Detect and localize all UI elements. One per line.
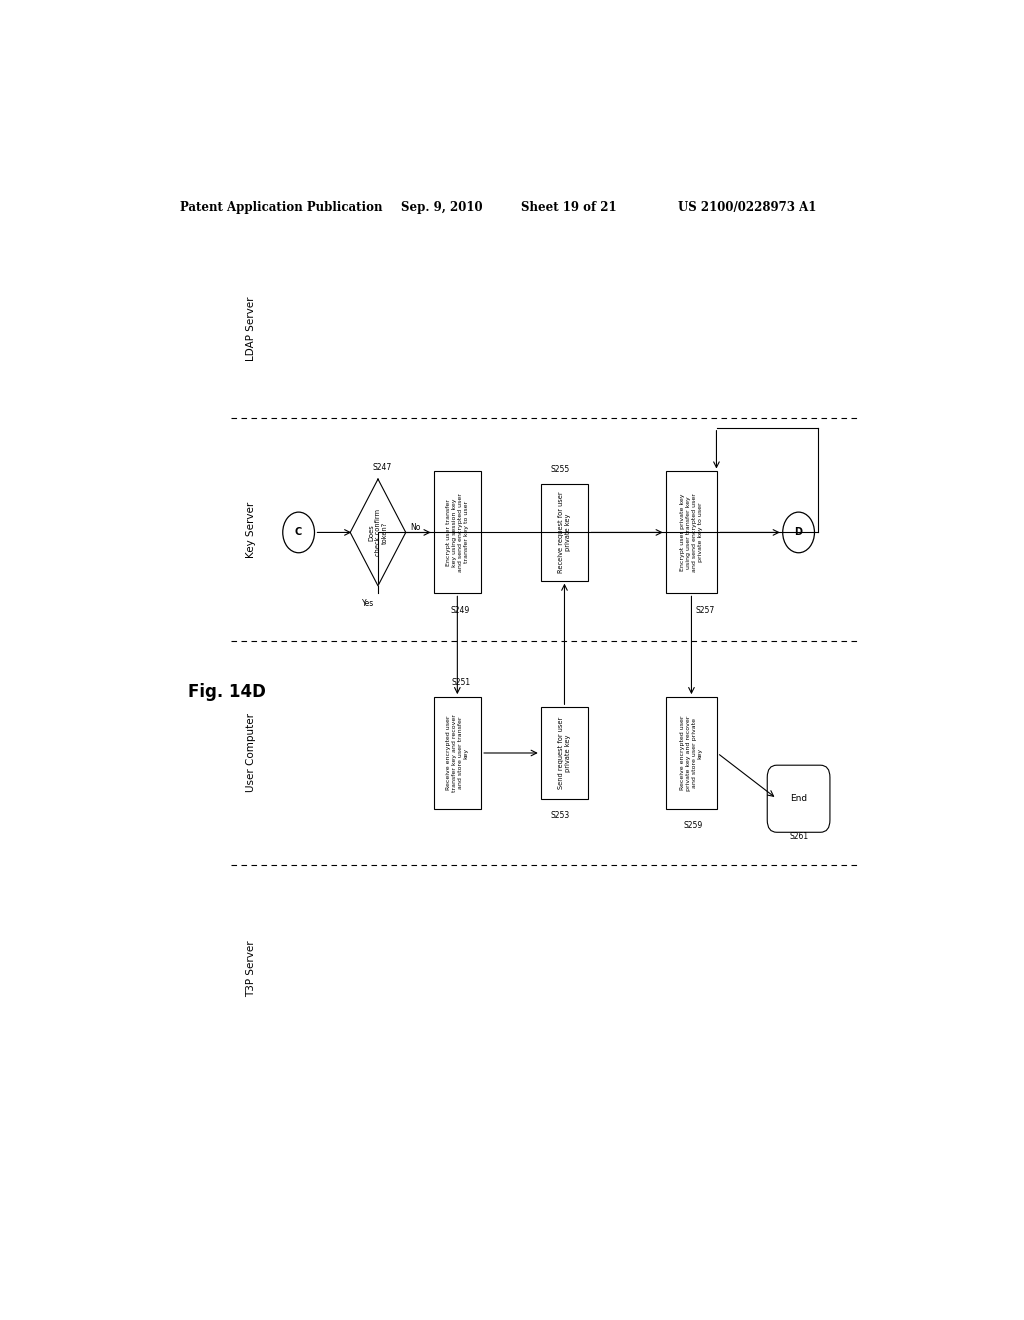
FancyBboxPatch shape [767,766,829,833]
Circle shape [782,512,814,553]
FancyBboxPatch shape [541,708,588,799]
Circle shape [283,512,314,553]
Text: No: No [411,523,421,532]
Text: S255: S255 [551,465,570,474]
Text: Sheet 19 of 21: Sheet 19 of 21 [520,201,616,214]
Text: Yes: Yes [362,599,375,609]
Text: S251: S251 [452,678,471,686]
Text: S247: S247 [373,463,391,473]
Text: Fig. 14D: Fig. 14D [188,682,266,701]
Text: US 2100/0228973 A1: US 2100/0228973 A1 [678,201,816,214]
Text: Receive encrypted user
transfer key and recover
and store user transfer
key: Receive encrypted user transfer key and … [446,714,469,792]
FancyBboxPatch shape [666,697,717,809]
Text: C: C [295,528,302,537]
Text: S249: S249 [451,606,469,615]
FancyBboxPatch shape [666,471,717,594]
Text: S257: S257 [695,606,715,615]
Text: D: D [795,528,803,537]
FancyBboxPatch shape [541,484,588,581]
Text: Encrypt user transfer
key using session key
and send encrypted user
transfer key: Encrypt user transfer key using session … [446,492,469,572]
Text: Receive request for user
private key: Receive request for user private key [558,491,571,573]
Text: LDAP Server: LDAP Server [246,297,256,360]
Text: S253: S253 [551,810,570,820]
FancyBboxPatch shape [433,697,481,809]
Text: Key Server: Key Server [246,502,256,557]
Text: Send request for user
private key: Send request for user private key [558,717,571,789]
Text: S261: S261 [790,833,808,841]
Text: Patent Application Publication: Patent Application Publication [179,201,382,214]
Text: User Computer: User Computer [246,714,256,792]
Text: Receive encrypted user
private key and recover
and store user private
key: Receive encrypted user private key and r… [680,715,702,791]
Text: End: End [791,795,807,804]
FancyBboxPatch shape [433,471,481,594]
Text: S259: S259 [684,821,702,830]
Text: Does
check confirm
token?: Does check confirm token? [368,510,388,556]
Text: T3P Server: T3P Server [246,941,256,998]
Text: Encrypt user private key
using user transfer key
and send encrypted user
private: Encrypt user private key using user tran… [680,492,702,572]
Text: Sep. 9, 2010: Sep. 9, 2010 [400,201,482,214]
Polygon shape [350,479,406,586]
